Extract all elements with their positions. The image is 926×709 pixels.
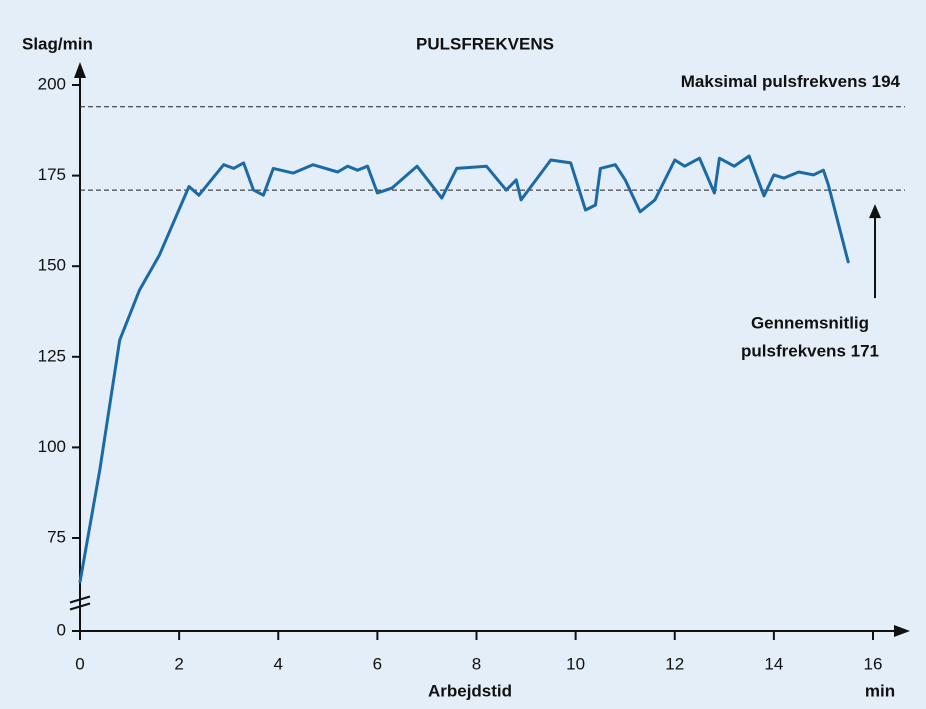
x-tick-label: 12 (665, 654, 684, 673)
x-tick-label: 0 (75, 654, 84, 673)
y-axis-label: Slag/min (22, 34, 93, 53)
x-tick-label: 4 (274, 654, 283, 673)
x-tick-label: 6 (373, 654, 382, 673)
y-tick-label: 75 (47, 527, 66, 546)
x-axis-arrow (894, 625, 910, 637)
y-tick-label: 150 (38, 256, 66, 275)
x-tick-label: 2 (174, 654, 183, 673)
x-tick-label: 8 (472, 654, 481, 673)
axis-break (69, 595, 91, 604)
y-tick-label: 0 (57, 620, 66, 639)
x-axis-unit: min (865, 681, 895, 700)
chart-title: PULSFREKVENS (416, 34, 554, 53)
x-tick-label: 16 (864, 654, 883, 673)
x-axis-label: Arbejdstid (428, 681, 512, 700)
y-tick-label: 175 (38, 165, 66, 184)
reference-label: Maksimal pulsfrekvens 194 (681, 72, 901, 91)
y-axis-arrow (74, 62, 86, 78)
y-tick-label: 125 (38, 346, 66, 365)
data-line (78, 154, 850, 584)
x-tick-label: 14 (764, 654, 783, 673)
x-tick-label: 10 (566, 654, 585, 673)
reference-label: Gennemsnitlig (751, 314, 869, 333)
annotation-arrowhead (869, 204, 881, 219)
y-tick-label: 100 (38, 437, 66, 456)
reference-label: pulsfrekvens 171 (741, 342, 879, 361)
axis-break (69, 602, 91, 611)
y-tick-label: 200 (38, 74, 66, 93)
